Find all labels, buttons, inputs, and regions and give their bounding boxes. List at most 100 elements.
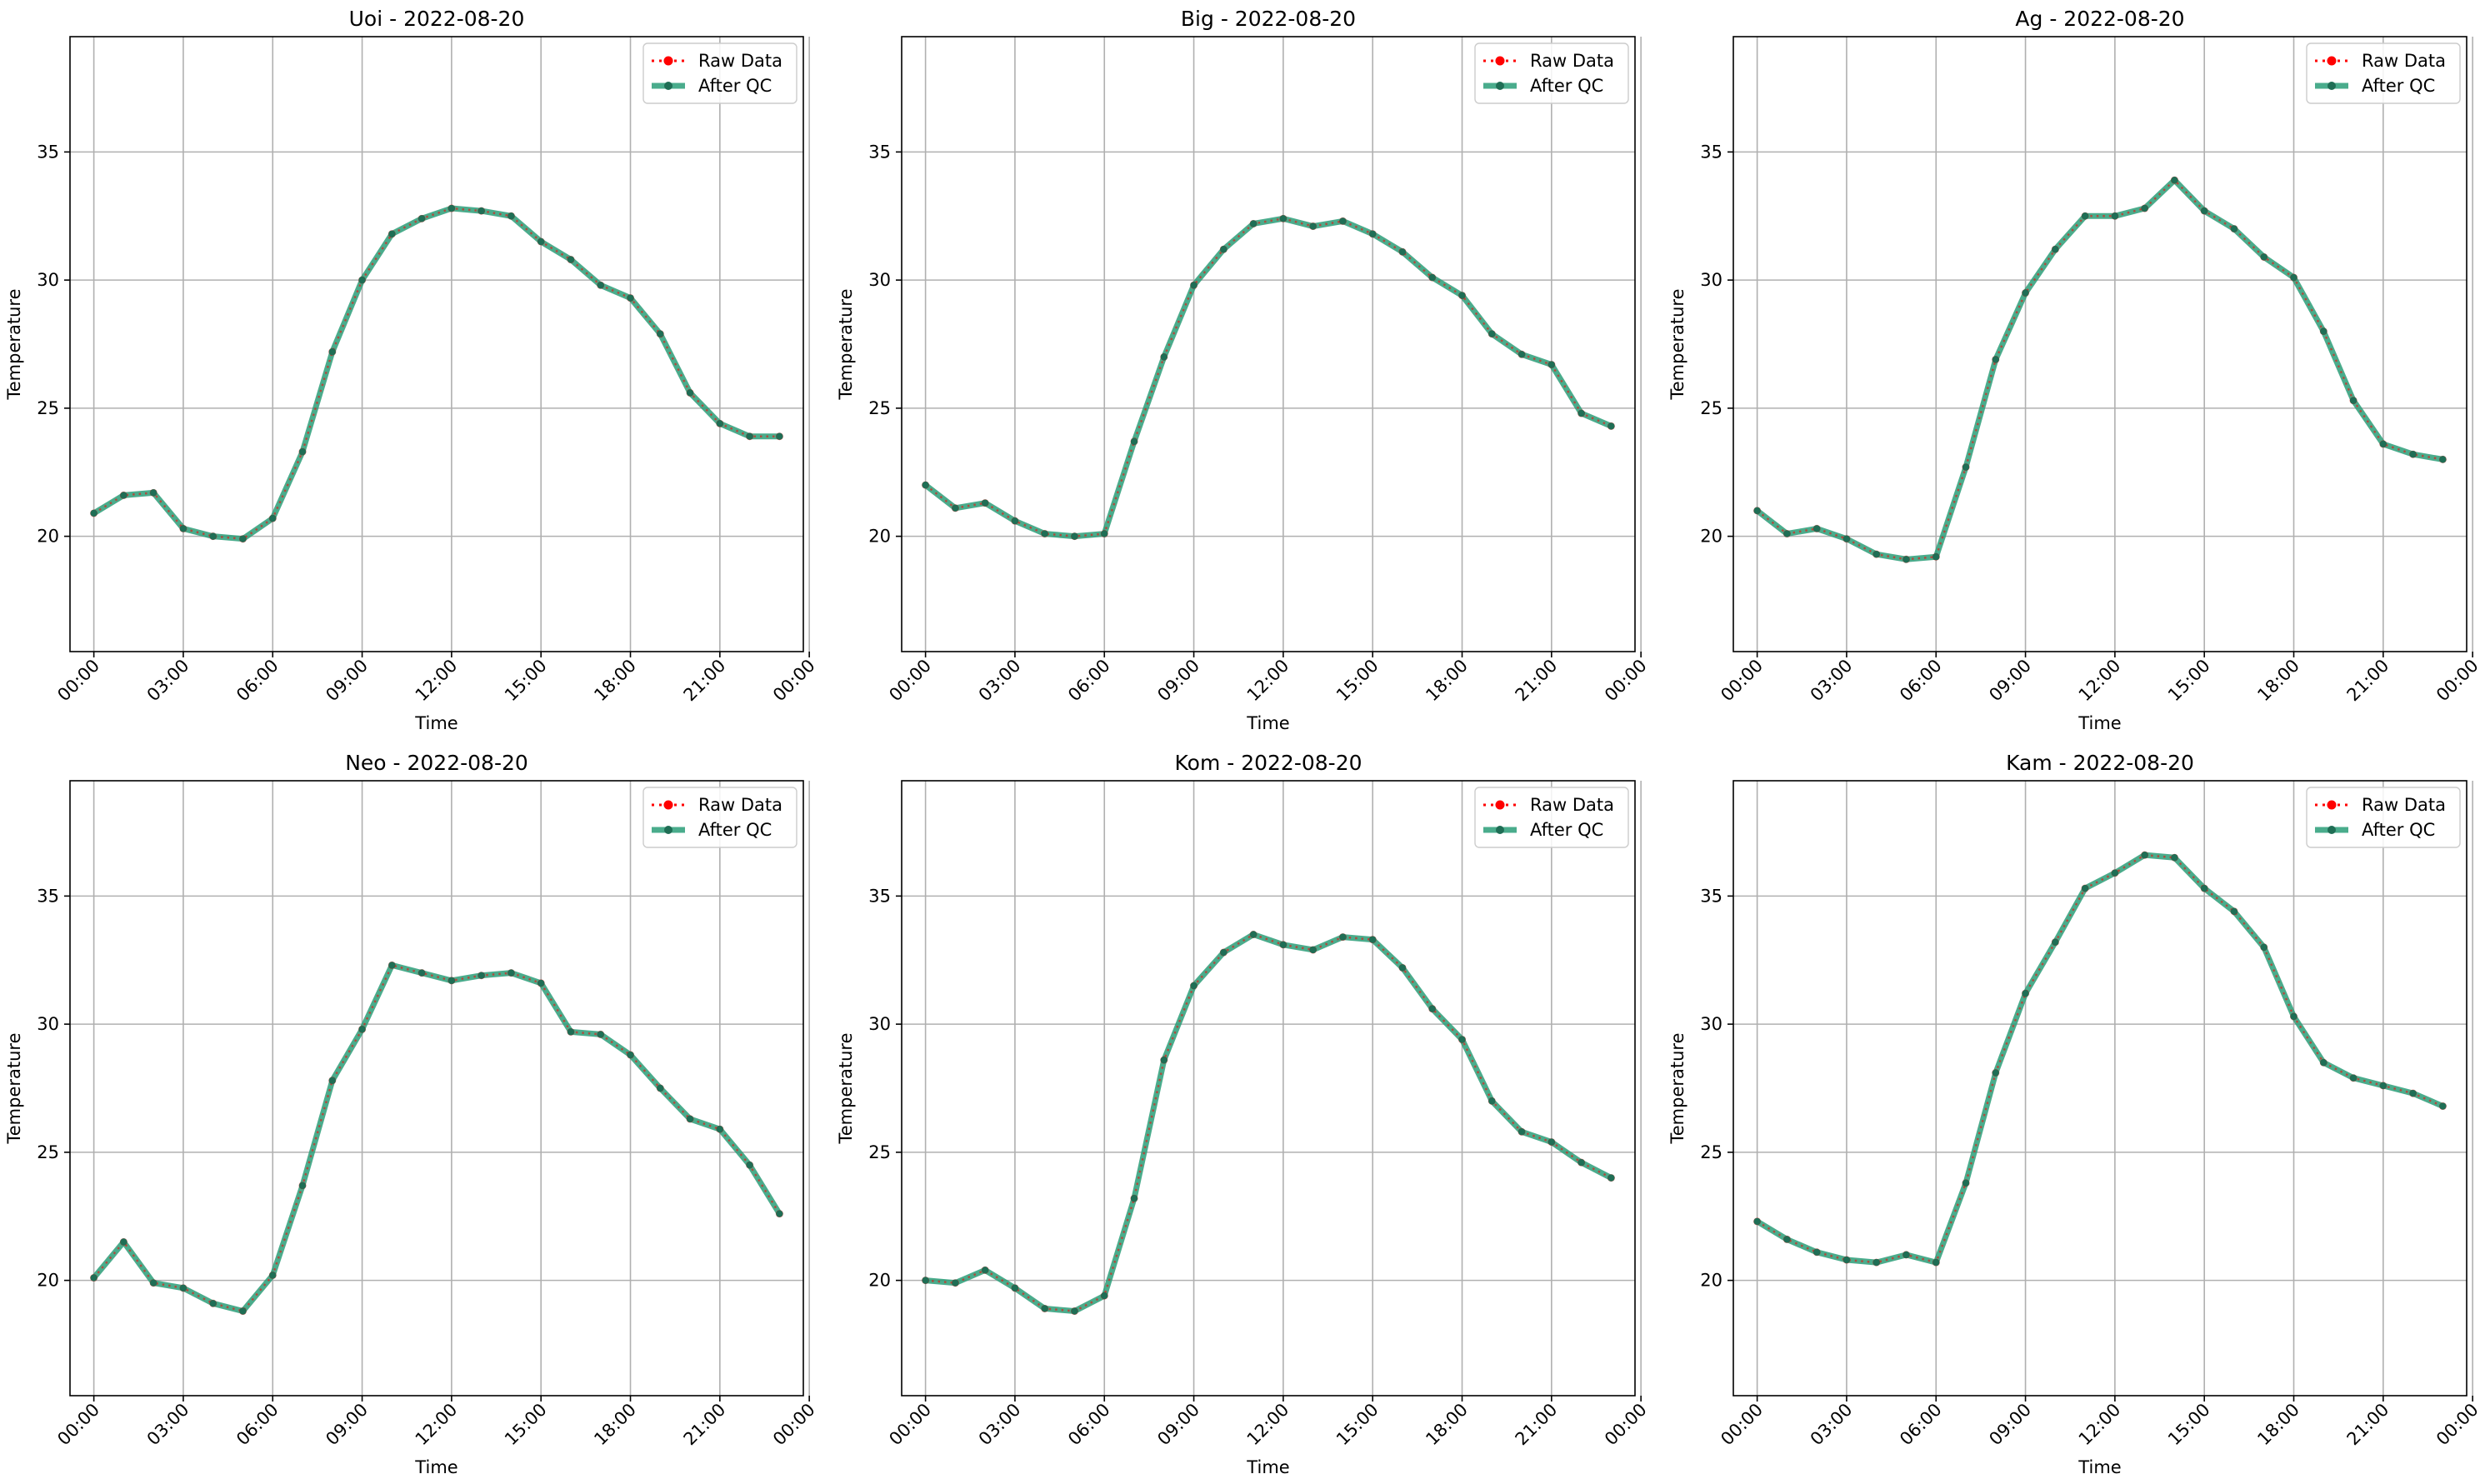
after-qc-point [597, 282, 604, 289]
after-qc-point [746, 1162, 753, 1169]
after-qc-point [1339, 217, 1347, 225]
x-tick-label: 15:00 [2164, 656, 2214, 706]
after-qc-point [2260, 253, 2268, 261]
y-tick-label: 25 [868, 1142, 891, 1162]
legend-label-qc: After QC [1530, 820, 1603, 840]
after-qc-point [2379, 1082, 2388, 1090]
after-qc-point [2230, 907, 2238, 916]
after-qc-point [952, 504, 959, 512]
y-axis-label: Temperature [4, 1032, 24, 1144]
after-qc-point [952, 1279, 959, 1287]
after-qc-point [2290, 273, 2298, 282]
after-qc-point [418, 969, 426, 977]
y-tick-label: 35 [868, 886, 891, 906]
legend-label-raw: Raw Data [1530, 51, 1614, 71]
after-qc-point [298, 447, 307, 456]
x-tick-label: 06:00 [1896, 1400, 1946, 1450]
chart-panel: 20 25 30 35 00:00 03:00 06:00 09:00 12:00 15:00 18… [1668, 7, 2482, 733]
after-qc-point [922, 1277, 929, 1284]
after-qc-point [1190, 282, 1198, 289]
after-qc-point [981, 499, 989, 507]
y-tick-label: 35 [1700, 886, 1722, 906]
x-tick-label: 12:00 [2075, 1400, 2125, 1450]
x-tick-label: 00:00 [769, 1400, 819, 1450]
raw-data-line [1756, 853, 2443, 1264]
legend: Raw Data After QC [642, 42, 798, 104]
x-tick-label: 15:00 [1332, 1400, 1382, 1450]
after-qc-point [597, 1031, 604, 1038]
legend: Raw Data After QC [1474, 42, 1629, 104]
x-axis-label: Time [2078, 713, 2121, 733]
after-qc-point [1398, 964, 1407, 972]
x-tick-label: 21:00 [1512, 1400, 1562, 1450]
x-tick-label: 00:00 [1601, 1400, 1651, 1450]
legend: Raw Data After QC [642, 787, 798, 848]
after-qc-point [358, 276, 366, 284]
x-axis-label: Time [1246, 1457, 1289, 1477]
chart-title: Uoi - 2022-08-20 [349, 7, 525, 31]
x-tick-label: 03:00 [1807, 656, 1857, 706]
after-qc-point [209, 1300, 217, 1307]
after-qc-point [90, 509, 98, 517]
chart-panel: 20 25 30 35 00:00 03:00 06:00 09:00 12:00 15:00 18… [4, 7, 819, 733]
y-tick-label: 20 [37, 1271, 59, 1291]
after-qc-point [2022, 289, 2029, 297]
x-tick-label: 06:00 [232, 1400, 282, 1450]
after-qc-point [1160, 1056, 1168, 1064]
after-qc-point [1992, 356, 1999, 363]
legend-qc-marker [664, 826, 672, 834]
after-qc-point [1992, 1069, 1999, 1077]
after-qc-point [2201, 884, 2208, 892]
after-qc-point [2171, 854, 2178, 862]
after-qc-point [478, 207, 485, 215]
after-qc-point [2379, 440, 2388, 448]
y-tick-label: 30 [868, 270, 891, 290]
after-qc-line [922, 215, 1614, 540]
legend-label-raw: Raw Data [1530, 795, 1614, 815]
after-qc-point [1428, 1005, 1436, 1012]
after-qc-point [1130, 1195, 1138, 1202]
x-tick-label: 06:00 [232, 656, 282, 706]
after-qc-point [746, 432, 753, 440]
x-tick-label: 18:00 [2253, 1400, 2303, 1450]
after-qc-point [120, 1238, 128, 1246]
after-qc-point [1041, 530, 1048, 537]
x-tick-label: 09:00 [1985, 1400, 2035, 1450]
x-tick-label: 00:00 [885, 656, 935, 706]
after-qc-point [1518, 1128, 1526, 1136]
after-qc-point [1872, 550, 1880, 558]
after-qc-point [1783, 530, 1791, 537]
after-qc-point [2349, 397, 2358, 404]
x-tick-label: 06:00 [1896, 656, 1946, 706]
after-qc-point [981, 1267, 989, 1274]
x-tick-label: 03:00 [975, 656, 1025, 706]
legend-raw-marker [1495, 56, 1505, 66]
chart-panel: 20 25 30 35 00:00 03:00 06:00 09:00 12:00 15:00 18… [1668, 751, 2482, 1477]
y-tick-label: 25 [37, 1142, 59, 1162]
after-qc-line [91, 962, 782, 1315]
after-qc-point [2230, 225, 2238, 232]
after-qc-point [922, 481, 929, 489]
x-tick-label: 15:00 [1332, 656, 1382, 706]
after-qc-point [2201, 207, 2208, 215]
after-qc-point [90, 1274, 98, 1282]
after-qc-point [1249, 931, 1258, 938]
after-qc-point [1339, 933, 1347, 941]
after-qc-point [2439, 456, 2447, 463]
x-tick-label: 21:00 [1512, 656, 1562, 706]
after-qc-point [1872, 1258, 1880, 1267]
after-qc-point [1932, 1258, 1940, 1267]
after-qc-point [1369, 936, 1377, 943]
legend-raw-marker [663, 56, 673, 66]
after-qc-point [2141, 851, 2148, 859]
after-qc-point [1398, 248, 1407, 256]
legend-qc-marker [1496, 82, 1504, 90]
y-tick-label: 30 [37, 1014, 59, 1034]
legend-label-qc: After QC [2362, 76, 2435, 96]
after-qc-point [2409, 1089, 2417, 1097]
after-qc-point [567, 1028, 575, 1036]
x-tick-label: 09:00 [1153, 1400, 1203, 1450]
after-qc-point [1279, 941, 1288, 949]
after-qc-point [239, 1307, 247, 1315]
axes-frame [69, 780, 804, 1397]
